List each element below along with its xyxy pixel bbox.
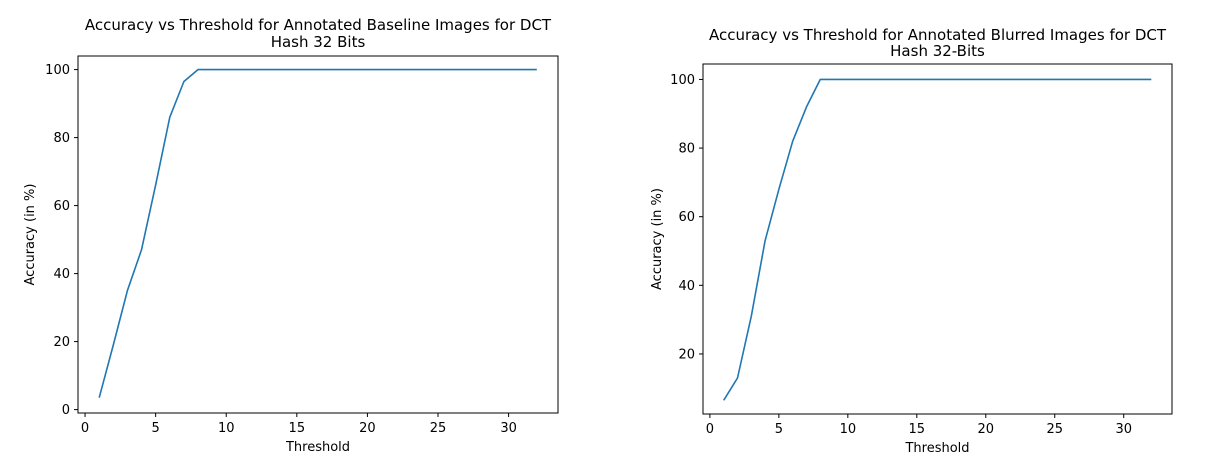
x-tick-label: 0 — [706, 422, 714, 437]
accuracy-series-line — [98, 68, 537, 398]
y-tick-label: 100 — [45, 63, 70, 78]
y-tick-label: 0 — [62, 403, 70, 418]
chart-subtitle: Hash 32 Bits — [271, 33, 366, 51]
x-tick-label: 10 — [840, 422, 857, 437]
chart-2: Accuracy vs Threshold for Annotated Blur… — [650, 26, 1173, 456]
x-tick-label: 10 — [218, 421, 235, 436]
y-tick-label: 100 — [670, 73, 695, 88]
y-axis-label: Accuracy (in %) — [650, 188, 665, 290]
y-tick-label: 80 — [678, 142, 695, 157]
x-tick-label: 5 — [152, 421, 160, 436]
x-tick-label: 5 — [775, 422, 783, 437]
x-tick-label: 15 — [289, 421, 306, 436]
chart-title: Accuracy vs Threshold for Annotated Base… — [85, 16, 552, 34]
plot-area — [77, 55, 559, 414]
y-axis-label: Accuracy (in %) — [23, 184, 38, 286]
y-tick-label: 60 — [53, 199, 70, 214]
y-tick-label: 20 — [53, 335, 70, 350]
x-tick-label: 30 — [500, 421, 517, 436]
y-tick-label: 40 — [678, 279, 695, 294]
x-tick-label: 20 — [978, 422, 995, 437]
x-tick-label: 25 — [430, 421, 447, 436]
x-axis-label: Threshold — [285, 440, 350, 455]
chart-subtitle: Hash 32-Bits — [890, 42, 985, 60]
y-tick-label: 40 — [53, 267, 70, 282]
x-tick-label: 0 — [81, 421, 89, 436]
x-axis-label: Threshold — [904, 441, 969, 456]
chart-title: Accuracy vs Threshold for Annotated Blur… — [709, 26, 1167, 44]
y-tick-label: 60 — [678, 210, 695, 225]
chart-1: Accuracy vs Threshold for Annotated Base… — [23, 16, 559, 455]
x-tick-label: 20 — [359, 421, 376, 436]
accuracy-series-line — [723, 78, 1152, 401]
y-tick-label: 20 — [678, 347, 695, 362]
x-tick-label: 15 — [909, 422, 926, 437]
x-tick-label: 25 — [1046, 422, 1063, 437]
x-tick-label: 30 — [1115, 422, 1132, 437]
plot-area — [702, 63, 1173, 415]
y-tick-label: 80 — [53, 131, 70, 146]
